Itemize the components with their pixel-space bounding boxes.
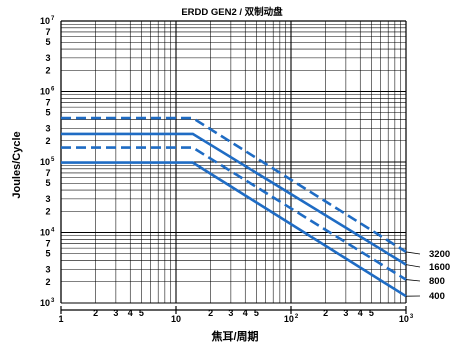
x-minor-tick-label: 4 xyxy=(128,308,133,318)
y-major-tick-label: 103 xyxy=(40,298,55,308)
x-minor-tick-label: 4 xyxy=(243,308,248,318)
y-minor-tick-label: 2 xyxy=(45,206,50,216)
y-minor-tick-label: 7 xyxy=(45,97,50,107)
y-minor-tick-label: 3 xyxy=(45,194,50,204)
x-minor-tick-label: 3 xyxy=(343,308,348,318)
y-major-tick-label: 107 xyxy=(40,16,55,26)
y-minor-tick-label: 2 xyxy=(45,277,50,287)
x-minor-tick-label: 2 xyxy=(323,308,328,318)
x-minor-tick-label: 5 xyxy=(139,308,144,318)
y-minor-tick-label: 3 xyxy=(45,123,50,133)
y-minor-tick-label: 3 xyxy=(45,53,50,63)
x-minor-tick-label: 2 xyxy=(208,308,213,318)
chart-series xyxy=(61,116,407,298)
x-minor-tick-label: 3 xyxy=(113,308,118,318)
y-minor-tick-label: 7 xyxy=(45,168,50,178)
chart-axes xyxy=(60,20,407,314)
chart-grid xyxy=(60,21,406,304)
y-major-tick-label: 104 xyxy=(40,228,55,238)
x-major-tick-label: 102 xyxy=(284,314,299,324)
series-leader-1600 xyxy=(405,264,421,268)
y-minor-tick-label: 7 xyxy=(45,27,50,37)
series-line-400 xyxy=(61,161,407,298)
x-minor-tick-label: 5 xyxy=(254,308,259,318)
series-line-800 xyxy=(61,146,407,281)
y-minor-tick-label: 7 xyxy=(45,238,50,248)
series-labels: 3200 1600 800 400 xyxy=(405,249,450,302)
y-major-tick-label: 105 xyxy=(40,157,55,167)
y-minor-tick-label: 2 xyxy=(45,136,50,146)
x-axis-label: 焦耳/周期 xyxy=(210,329,258,343)
x-minor-tick-label: 4 xyxy=(358,308,363,318)
y-major-tick-label: 106 xyxy=(40,87,55,97)
y-minor-tick-label: 5 xyxy=(45,108,50,118)
x-major-tick-label: 103 xyxy=(399,314,414,324)
series-label-800: 800 xyxy=(429,276,445,287)
chart-title: ERDD GEN2 / 双制动盘 xyxy=(181,6,283,18)
y-minor-tick-label: 5 xyxy=(45,37,50,47)
series-label-400: 400 xyxy=(429,291,445,302)
series-leader-3200 xyxy=(405,251,421,255)
series-leader-800 xyxy=(405,279,421,282)
x-minor-tick-label: 3 xyxy=(228,308,233,318)
series-label-1600: 1600 xyxy=(429,262,450,273)
x-major-tick-label: 10 xyxy=(171,314,181,324)
x-major-tick-label: 1 xyxy=(58,314,63,324)
y-axis-label: Joules/Cycle xyxy=(11,131,23,198)
x-minor-tick-label: 2 xyxy=(93,308,98,318)
y-minor-tick-label: 5 xyxy=(45,178,50,188)
y-minor-tick-label: 3 xyxy=(45,264,50,274)
x-minor-tick-label: 5 xyxy=(369,308,374,318)
series-label-3200: 3200 xyxy=(429,249,450,260)
y-minor-tick-label: 5 xyxy=(45,249,50,259)
series-line-1600 xyxy=(61,132,407,266)
y-minor-tick-label: 2 xyxy=(45,65,50,75)
